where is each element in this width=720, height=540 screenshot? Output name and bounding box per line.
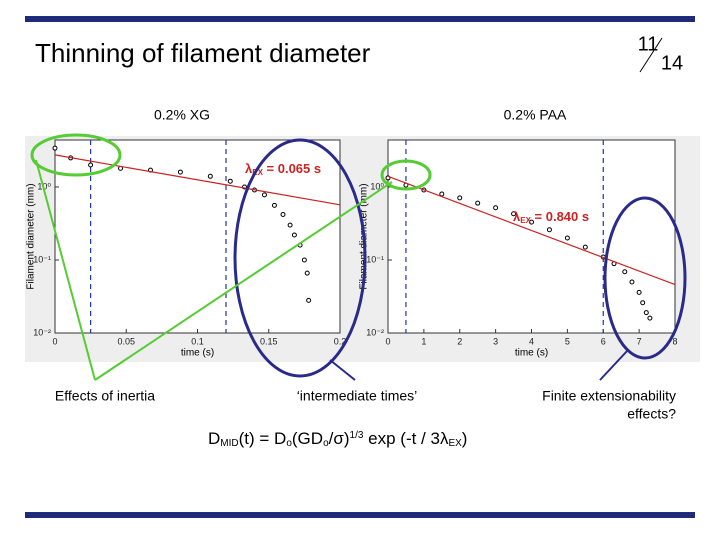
fit-line [54, 154, 341, 206]
data-point [207, 173, 213, 179]
data-point [622, 269, 628, 275]
data-point [271, 202, 277, 208]
y-tick-label: 10⁻² [33, 327, 51, 337]
data-point [647, 315, 653, 321]
formula-part: ) [462, 429, 468, 448]
data-point [582, 244, 588, 250]
connector [35, 159, 96, 381]
annotation: λEX = 0.065 s [245, 161, 321, 176]
callout: Effects of inertia [55, 388, 155, 404]
connector [94, 181, 393, 381]
data-point [88, 162, 94, 168]
connectors [35, 159, 629, 381]
data-point [304, 270, 310, 276]
x-tick-label: 0.05 [117, 336, 135, 346]
y-tick-label: 10⁻¹ [366, 254, 384, 264]
formula-part: /σ) [329, 429, 350, 448]
highlight [30, 133, 122, 177]
y-tick-label: 10⁰ [370, 181, 384, 191]
formula-part: EX [448, 438, 462, 449]
page-number: 11 [638, 33, 659, 55]
y-tick-label: 10⁰ [37, 181, 51, 191]
data-point [177, 169, 183, 175]
data-point [457, 195, 463, 201]
formula-part: (GD [292, 429, 323, 448]
bottom-bar [25, 512, 695, 518]
highlights [30, 133, 687, 378]
x-axis-label: time (s) [515, 348, 548, 359]
data-point [640, 300, 646, 306]
data-point [546, 227, 552, 233]
formula: DMID(t) = Do(GDo/σ)1/3 exp (-t / 3λEX) [208, 429, 467, 448]
data-point [291, 232, 297, 238]
data-point [261, 192, 267, 198]
x-tick-label: 5 [565, 336, 570, 346]
x-tick-label: 0 [385, 336, 390, 346]
data-point [564, 235, 570, 241]
x-tick-label: 2 [457, 336, 462, 346]
x-tick-label: 0.15 [260, 336, 278, 346]
x-tick-label: 0.1 [191, 336, 204, 346]
formula-part: o [286, 438, 292, 449]
annotation-subscript: EX [252, 168, 263, 177]
y-tick-label: 10⁻¹ [33, 254, 51, 264]
x-axis-label: time (s) [181, 348, 214, 359]
formula-part: D [208, 429, 220, 448]
x-tick-label: 7 [637, 336, 642, 346]
chart-title: 0.2% PAA [504, 107, 567, 123]
page-slash [639, 37, 663, 73]
data-point [511, 211, 517, 217]
data-point [301, 257, 307, 263]
data-point [52, 145, 58, 151]
formula-part: 1/3 [350, 430, 364, 441]
x-tick-label: 1 [421, 336, 426, 346]
x-tick-label: 6 [601, 336, 606, 346]
annotation-text: = 0.840 s [531, 209, 589, 224]
data-point [636, 289, 642, 295]
highlight [603, 196, 687, 360]
x-tick-label: 4 [529, 336, 534, 346]
annotation-text: = 0.065 s [263, 161, 321, 176]
data-point [529, 219, 534, 225]
callout: effects? [627, 406, 676, 422]
data-point [629, 279, 635, 285]
annotation-symbol: λ [513, 209, 521, 224]
annotation: λEX = 0.840 s [513, 209, 589, 224]
x-tick-label: 8 [672, 336, 677, 346]
y-tick-label: 10⁻² [366, 327, 384, 337]
slide-title: Thinning of filament diameter [35, 38, 371, 68]
chart: 0.2% XG 0 0.05 0.1 0.15 0.2 10⁻² 10⁻¹ 10⁰ time (s… [26, 107, 347, 359]
plot-area [387, 139, 676, 334]
annotation-symbol: λ [245, 161, 253, 176]
connector [599, 349, 629, 381]
formula-part: o [323, 438, 329, 449]
x-tick-label: 0.2 [334, 336, 347, 346]
callout: Finite extensionability [542, 388, 676, 404]
formula-part: MID [220, 438, 238, 449]
data-point [287, 222, 293, 228]
formula-part: exp (-t / 3λ [363, 429, 449, 448]
fit-line [387, 175, 676, 286]
annotation-subscript: EX [520, 216, 531, 225]
data-point [227, 178, 233, 184]
highlight [380, 159, 432, 191]
data-point [643, 310, 649, 316]
data-point [280, 211, 286, 217]
top-bar [25, 16, 695, 22]
callout: ‘intermediate times’ [297, 388, 418, 404]
highlight [233, 138, 367, 378]
formula-part: (t) = D [239, 429, 287, 448]
y-axis-label: Filament diameter (mm) [26, 183, 37, 289]
data-point [493, 205, 499, 211]
x-tick-label: 0 [52, 336, 57, 346]
page-total: 14 [661, 52, 683, 74]
x-tick-label: 3 [493, 336, 498, 346]
data-point [475, 200, 481, 206]
chart-title: 0.2% XG [154, 107, 210, 123]
connector [329, 359, 356, 381]
data-point [306, 297, 312, 303]
